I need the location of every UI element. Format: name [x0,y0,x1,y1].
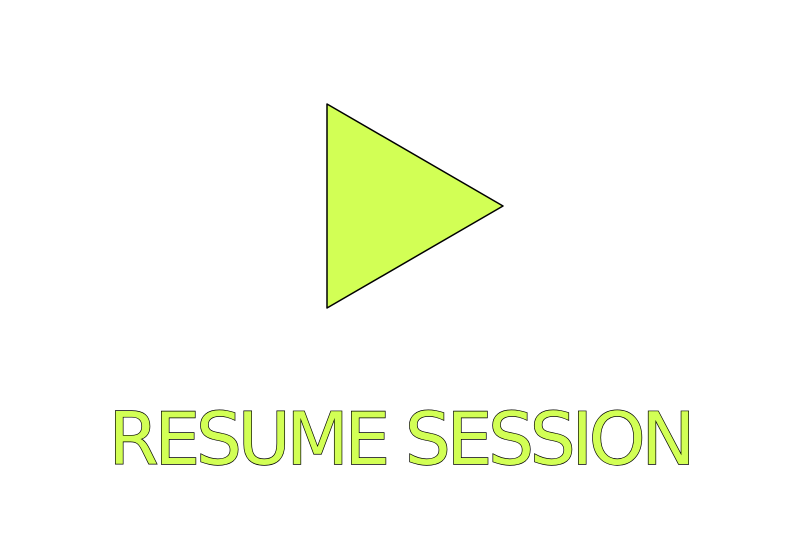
play-icon[interactable] [322,100,508,312]
play-button[interactable] [322,100,508,312]
resume-session-button[interactable]: RESUME SESSION [108,397,696,481]
